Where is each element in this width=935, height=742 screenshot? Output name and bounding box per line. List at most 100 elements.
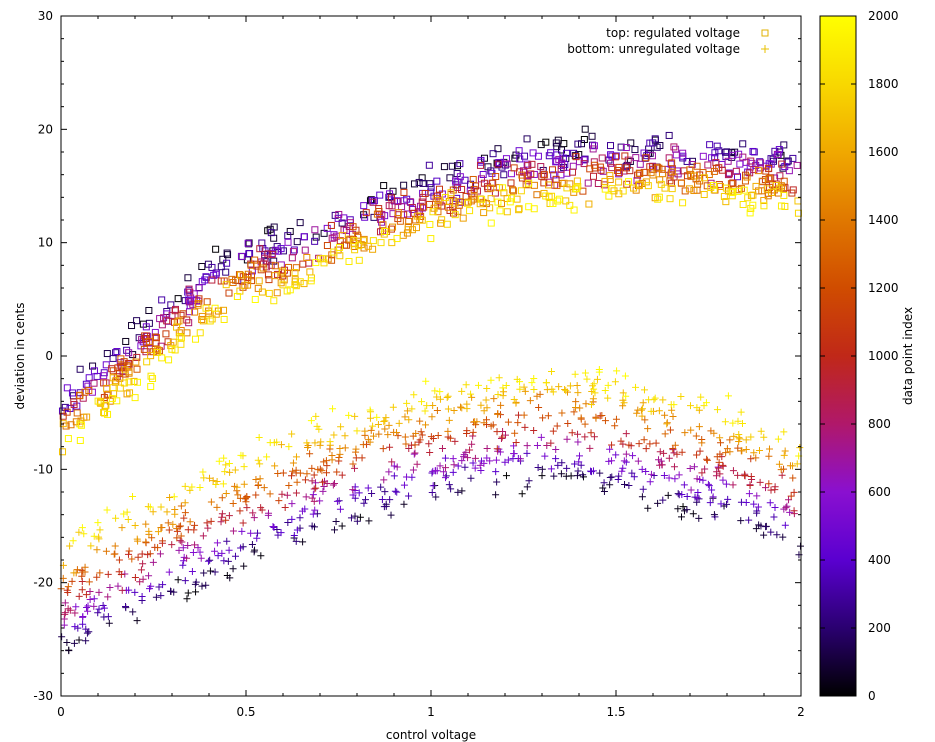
unregulated-point xyxy=(681,429,689,437)
unregulated-point xyxy=(380,417,388,425)
unregulated-point xyxy=(403,473,411,481)
unregulated-point xyxy=(738,447,746,455)
unregulated-point xyxy=(326,438,334,446)
regulated-point xyxy=(557,165,565,173)
unregulated-point xyxy=(178,538,186,546)
regulated-point xyxy=(361,213,369,221)
unregulated-point xyxy=(671,441,679,449)
regulated-point xyxy=(133,378,141,386)
regulated-point xyxy=(605,192,613,200)
regulated-point xyxy=(277,279,285,287)
regulated-point xyxy=(270,297,278,305)
unregulated-point xyxy=(436,388,444,396)
unregulated-point xyxy=(95,533,103,541)
regulated-point xyxy=(199,317,207,325)
regulated-point xyxy=(288,254,296,262)
unregulated-point xyxy=(118,524,126,532)
regulated-point xyxy=(555,195,563,203)
regulated-point xyxy=(533,191,541,199)
unregulated-point xyxy=(698,439,706,447)
unregulated-point xyxy=(229,527,237,535)
unregulated-point xyxy=(329,481,337,489)
unregulated-point xyxy=(492,468,500,476)
unregulated-point xyxy=(790,488,798,496)
regulated-point xyxy=(90,367,98,375)
regulated-point xyxy=(494,198,502,206)
regulated-point xyxy=(464,198,472,206)
unregulated-point xyxy=(225,459,233,467)
unregulated-point xyxy=(181,499,189,507)
unregulated-point xyxy=(405,492,413,500)
regulated-point xyxy=(273,243,281,251)
regulated-point xyxy=(651,135,659,143)
regulated-point xyxy=(614,167,622,175)
regulated-point xyxy=(59,420,67,428)
unregulated-point xyxy=(793,460,801,468)
regulated-point xyxy=(666,195,674,203)
unregulated-point xyxy=(429,402,437,410)
unregulated-point xyxy=(156,550,164,558)
unregulated-point xyxy=(520,383,528,391)
regulated-point xyxy=(245,250,253,258)
regulated-point xyxy=(665,131,673,139)
regulated-point xyxy=(296,278,304,286)
unregulated-point xyxy=(693,475,701,483)
regulated-point xyxy=(173,323,181,331)
unregulated-point xyxy=(665,474,673,482)
unregulated-point xyxy=(510,450,518,458)
regulated-point xyxy=(168,345,176,353)
unregulated-point xyxy=(238,527,246,535)
unregulated-point xyxy=(429,467,437,475)
unregulated-point xyxy=(756,478,764,486)
regulated-point xyxy=(470,193,478,201)
unregulated-point xyxy=(204,524,212,532)
regulated-point xyxy=(300,233,308,241)
unregulated-point xyxy=(64,583,72,591)
unregulated-point xyxy=(663,420,671,428)
unregulated-point xyxy=(708,486,716,494)
unregulated-point xyxy=(78,577,86,585)
unregulated-point xyxy=(445,481,453,489)
regulated-point xyxy=(516,155,524,163)
unregulated-point xyxy=(480,407,488,415)
unregulated-point xyxy=(536,390,544,398)
unregulated-point xyxy=(711,513,719,521)
unregulated-point xyxy=(68,577,76,585)
colorbar-tick-label: 2000 xyxy=(868,9,899,23)
unregulated-point xyxy=(498,433,506,441)
unregulated-point xyxy=(199,532,207,540)
unregulated-point xyxy=(702,399,710,407)
unregulated-point xyxy=(625,481,633,489)
regulated-point xyxy=(102,401,110,409)
regulated-point xyxy=(677,179,685,187)
unregulated-point xyxy=(523,442,531,450)
unregulated-point xyxy=(226,468,234,476)
unregulated-point xyxy=(487,376,495,384)
unregulated-point xyxy=(514,419,522,427)
unregulated-point xyxy=(310,497,318,505)
unregulated-point xyxy=(642,445,650,453)
unregulated-point xyxy=(374,420,382,428)
regulated-point xyxy=(158,354,166,362)
regulated-point xyxy=(631,146,639,154)
regulated-point xyxy=(102,361,110,369)
regulated-point xyxy=(721,148,729,156)
unregulated-point xyxy=(734,444,742,452)
unregulated-point xyxy=(240,463,248,471)
regulated-point xyxy=(619,187,627,195)
regulated-point xyxy=(794,197,802,205)
regulated-point xyxy=(336,252,344,260)
unregulated-point xyxy=(647,407,655,415)
unregulated-point xyxy=(422,377,430,385)
regulated-point xyxy=(386,190,394,198)
regulated-point xyxy=(400,181,408,189)
regulated-point xyxy=(185,298,193,306)
unregulated-point xyxy=(544,412,552,420)
regulated-point xyxy=(255,277,263,285)
regulated-point xyxy=(264,250,272,258)
regulated-point xyxy=(162,330,170,338)
regulated-point xyxy=(332,232,340,240)
regulated-point xyxy=(715,147,723,155)
regulated-point xyxy=(396,217,404,225)
